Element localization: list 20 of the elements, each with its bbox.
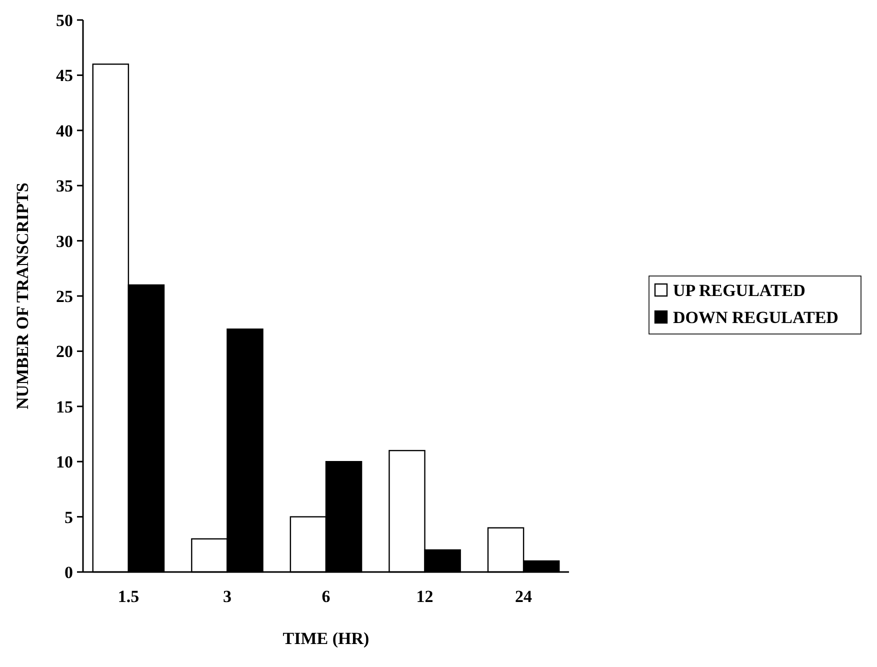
x-axis-title: TIME (HR) — [282, 629, 370, 648]
y-tick-label: 45 — [56, 66, 73, 86]
x-tick-label: 24 — [515, 587, 533, 606]
y-tick-label: 10 — [56, 452, 73, 472]
y-tick-label: 40 — [56, 121, 73, 140]
y-tick-label: 50 — [56, 10, 73, 30]
y-tick-label: 15 — [56, 397, 73, 416]
y-tick-label: 25 — [56, 286, 73, 306]
legend-label: UP REGULATED — [673, 280, 806, 300]
x-tick-label: 3 — [222, 587, 232, 606]
x-tick-label: 1.5 — [118, 587, 140, 606]
x-tick-label: 12 — [416, 587, 434, 606]
x-tick-label: 6 — [322, 587, 330, 606]
y-axis-title: NUMBER OF TRANSCRIPTS — [13, 182, 32, 410]
y-tick-label: 0 — [64, 562, 73, 582]
y-tick-label: 35 — [56, 176, 73, 196]
y-tick-label: 5 — [64, 508, 73, 527]
legend-label: DOWN REGULATED — [673, 308, 838, 327]
y-tick-label: 20 — [56, 342, 73, 362]
y-tick-label: 30 — [56, 232, 73, 251]
